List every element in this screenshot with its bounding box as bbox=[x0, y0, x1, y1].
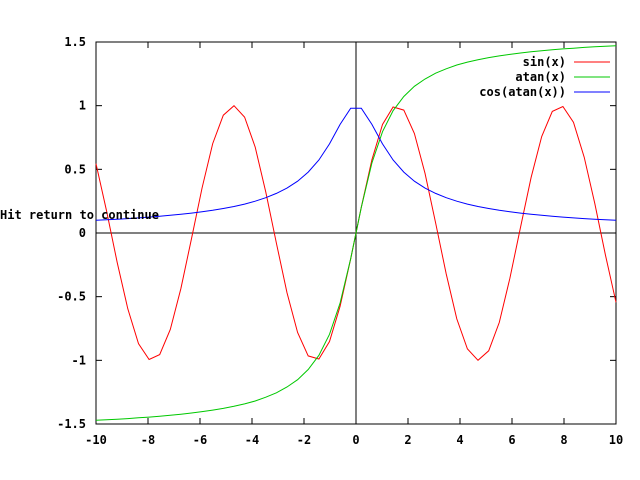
y-tick-label: 1 bbox=[79, 99, 86, 113]
x-tick-label: -2 bbox=[297, 433, 311, 447]
x-tick-label: -6 bbox=[193, 433, 207, 447]
series-lines bbox=[95, 45, 617, 421]
x-tick-label: 2 bbox=[404, 433, 411, 447]
series-line bbox=[95, 107, 617, 221]
y-tick-label: 1.5 bbox=[64, 35, 86, 49]
ticks bbox=[95, 41, 617, 425]
legend: sin(x)atan(x)cos(atan(x)) bbox=[479, 55, 610, 99]
x-tick-label: 8 bbox=[560, 433, 567, 447]
x-tick-label: 4 bbox=[456, 433, 463, 447]
y-tick-label: 0.5 bbox=[64, 162, 86, 176]
continue-message: Hit return to continue bbox=[0, 208, 159, 222]
y-tick-label: -1 bbox=[72, 353, 86, 367]
x-tick-label: -4 bbox=[245, 433, 259, 447]
legend-label: sin(x) bbox=[523, 55, 566, 69]
x-tick-label: 6 bbox=[508, 433, 515, 447]
y-tick-label: -0.5 bbox=[57, 290, 86, 304]
y-tick-label: 0 bbox=[79, 226, 86, 240]
legend-label: cos(atan(x)) bbox=[479, 85, 566, 99]
legend-label: atan(x) bbox=[515, 70, 566, 84]
x-tick-labels: -10 -8 -6 -4 -2 0 2 4 6 8 10 bbox=[85, 433, 623, 447]
y-tick-labels: -1.5 -1 -0.5 0 0.5 1 1.5 bbox=[57, 35, 86, 431]
series-line bbox=[95, 45, 617, 421]
x-tick-label: -10 bbox=[85, 433, 107, 447]
y-tick-label: -1.5 bbox=[57, 417, 86, 431]
x-tick-label: -8 bbox=[141, 433, 155, 447]
x-tick-label: 0 bbox=[352, 433, 359, 447]
x-tick-label: 10 bbox=[609, 433, 623, 447]
